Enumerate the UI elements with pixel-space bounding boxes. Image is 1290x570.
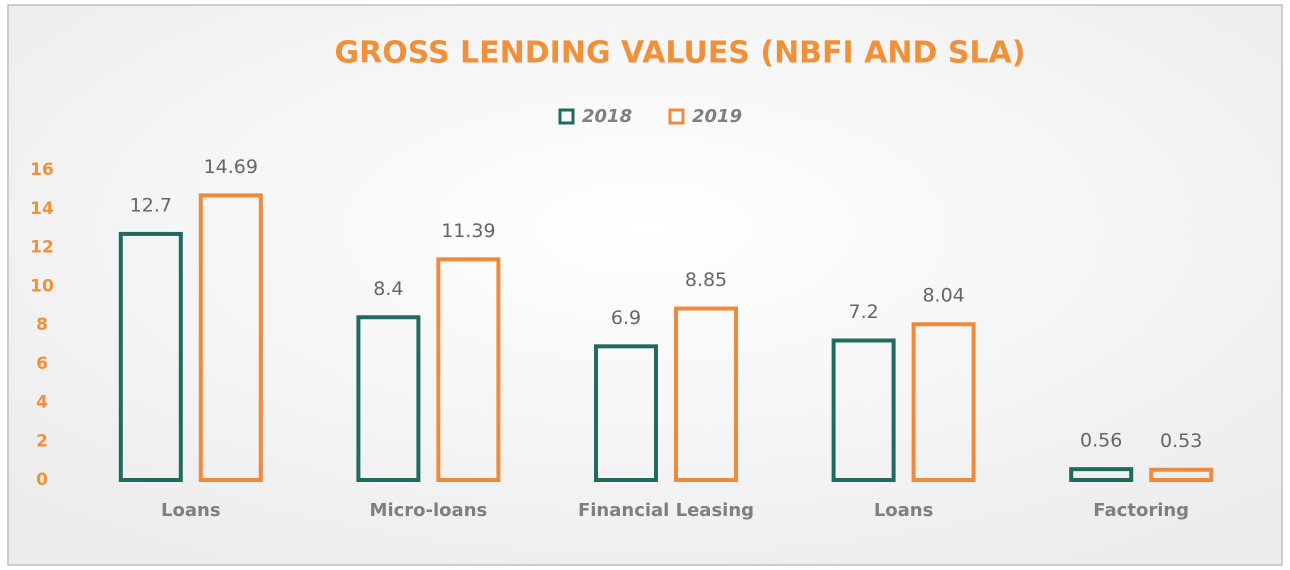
legend-swatch bbox=[558, 108, 575, 125]
value-label: 8.04 bbox=[922, 285, 964, 307]
legend-label: 2019 bbox=[692, 106, 742, 127]
bar bbox=[674, 306, 738, 482]
value-label: 7.2 bbox=[848, 301, 878, 323]
y-tick-label: 12 bbox=[30, 238, 54, 258]
x-tick-label: Loans bbox=[161, 500, 221, 521]
y-tick-label: 4 bbox=[36, 393, 48, 413]
legend: 2018 2019 bbox=[558, 106, 742, 127]
bar bbox=[1069, 467, 1134, 482]
legend-label: 2018 bbox=[582, 106, 632, 127]
value-label: 8.4 bbox=[373, 278, 403, 300]
y-tick-label: 2 bbox=[36, 431, 48, 451]
value-label: 14.69 bbox=[204, 156, 258, 178]
x-tick-label: Financial Leasing bbox=[578, 500, 754, 521]
bar bbox=[594, 344, 658, 482]
value-label: 6.9 bbox=[611, 307, 641, 329]
y-tick-label: 8 bbox=[36, 315, 48, 335]
value-label: 11.39 bbox=[441, 220, 495, 242]
bar bbox=[198, 193, 263, 482]
y-tick-label: 14 bbox=[30, 199, 54, 219]
value-label: 0.56 bbox=[1080, 430, 1122, 452]
bar bbox=[1149, 467, 1214, 483]
bar bbox=[911, 322, 976, 482]
value-label: 0.53 bbox=[1160, 430, 1202, 452]
chart-title: GROSS LENDING VALUES (NBFI AND SLA) bbox=[335, 36, 1026, 71]
x-tick-label: Factoring bbox=[1093, 500, 1189, 521]
x-tick-label: Micro-loans bbox=[370, 500, 488, 521]
y-tick-label: 0 bbox=[36, 470, 48, 490]
y-tick-label: 16 bbox=[30, 160, 54, 180]
bar bbox=[118, 231, 183, 482]
legend-swatch bbox=[668, 108, 685, 125]
bar bbox=[356, 315, 421, 482]
value-label: 12.7 bbox=[130, 194, 172, 216]
bar bbox=[436, 257, 501, 482]
y-tick-label: 6 bbox=[36, 354, 48, 374]
x-tick-label: Loans bbox=[874, 500, 934, 521]
bar bbox=[831, 338, 896, 482]
y-tick-label: 10 bbox=[30, 276, 54, 296]
value-label: 8.85 bbox=[685, 269, 727, 291]
